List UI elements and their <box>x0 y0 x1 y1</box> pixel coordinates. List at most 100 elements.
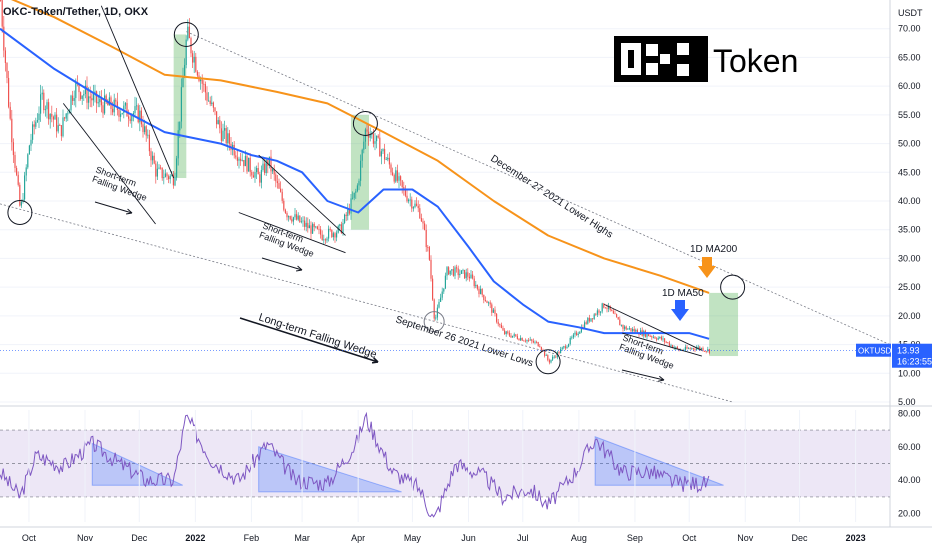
candle-body <box>670 345 672 347</box>
candle-body <box>134 106 136 114</box>
candle-body <box>132 113 134 116</box>
candle-body <box>574 332 576 335</box>
candle-body <box>400 176 402 181</box>
candle-body <box>324 239 326 241</box>
candle-body <box>38 113 40 121</box>
price-axis-tick: 50.00 <box>898 139 921 149</box>
candle-body <box>708 349 710 353</box>
candle-body <box>142 124 144 133</box>
candle-body <box>292 217 294 222</box>
candle-body <box>6 62 8 78</box>
candle-body <box>390 164 392 173</box>
wedge-arrow <box>94 201 133 214</box>
candle-body <box>520 337 522 341</box>
candle-body <box>657 337 659 340</box>
candle-body <box>553 356 555 358</box>
last-price-value: 13.93 <box>897 346 920 356</box>
candle-body <box>460 270 462 274</box>
candle-body <box>49 113 51 120</box>
candle-body <box>236 157 238 161</box>
candle-body <box>515 334 517 337</box>
candle-body <box>3 26 5 51</box>
candle-body <box>307 222 309 229</box>
candle-body <box>195 56 197 72</box>
candle-body <box>102 105 104 114</box>
time-axis-label: Sep <box>627 533 643 543</box>
candle-body <box>604 307 606 309</box>
candle-body <box>262 163 264 171</box>
candle-body <box>571 337 573 339</box>
candle-body <box>649 336 651 337</box>
price-axis-tick: 60.00 <box>898 81 921 91</box>
candle-body <box>216 111 218 125</box>
candle-body <box>100 98 102 106</box>
time-axis-label: Nov <box>77 533 94 543</box>
candle-body <box>104 95 106 114</box>
candle-body <box>182 77 184 88</box>
candle-body <box>406 195 408 202</box>
candle-body <box>435 317 437 319</box>
candle-body <box>419 208 421 219</box>
candle-body <box>209 100 211 104</box>
time-axis-label: Apr <box>351 533 365 543</box>
candle-body <box>92 94 94 101</box>
candle-body <box>507 331 509 333</box>
candle-body <box>444 275 446 289</box>
candle-body <box>542 349 544 351</box>
candle-body <box>54 114 56 120</box>
candle-body <box>536 341 538 343</box>
candle-body <box>94 91 96 95</box>
candle-body <box>291 219 293 222</box>
okx-logo-text: Token <box>713 43 798 79</box>
candle-body <box>148 134 150 152</box>
long-term-arrow-head <box>371 357 379 364</box>
price-axis-tick: 70.00 <box>898 24 921 34</box>
candle-body <box>384 149 386 160</box>
candle-body <box>403 187 405 189</box>
candle-body <box>254 172 256 178</box>
candle-body <box>272 168 274 172</box>
candle-body <box>302 220 304 222</box>
candle-body <box>616 314 618 318</box>
candle-body <box>121 113 123 115</box>
time-axis-label: Nov <box>737 533 754 543</box>
highlight-circle <box>720 274 746 300</box>
candle-body <box>499 324 501 325</box>
candle-body <box>289 216 291 220</box>
rsi-axis-tick: 60.00 <box>898 442 921 452</box>
wedge-line <box>100 5 175 179</box>
candle-body <box>667 342 669 344</box>
candle-body <box>534 341 536 343</box>
candle-body <box>694 349 696 350</box>
candle-body <box>625 326 627 330</box>
candles <box>0 0 710 365</box>
candle-body <box>668 342 670 347</box>
candle-body <box>468 276 470 279</box>
candle-body <box>185 39 187 65</box>
candle-body <box>366 129 368 132</box>
candle-body <box>316 226 318 229</box>
candle-body <box>372 133 374 144</box>
candle-body <box>112 108 114 113</box>
candle-body <box>176 158 178 178</box>
candle-body <box>443 288 445 292</box>
candle-body <box>64 117 66 119</box>
price-axis-tick: 45.00 <box>898 167 921 177</box>
candle-body <box>196 71 198 76</box>
okx-logo-block <box>677 64 689 76</box>
candle-body <box>65 113 67 119</box>
candle-body <box>448 267 450 275</box>
candle-body <box>568 343 570 347</box>
candle-body <box>227 133 229 144</box>
candle-body <box>308 225 310 229</box>
price-axis-tick: 5.00 <box>898 397 916 407</box>
candle-body <box>118 110 120 117</box>
candle-body <box>348 208 350 214</box>
candle-body <box>206 92 208 101</box>
candle-body <box>248 157 250 172</box>
price-axis-tick: 65.00 <box>898 52 921 62</box>
candle-body <box>270 156 272 172</box>
candle-body <box>516 336 518 339</box>
candle-body <box>168 176 170 180</box>
